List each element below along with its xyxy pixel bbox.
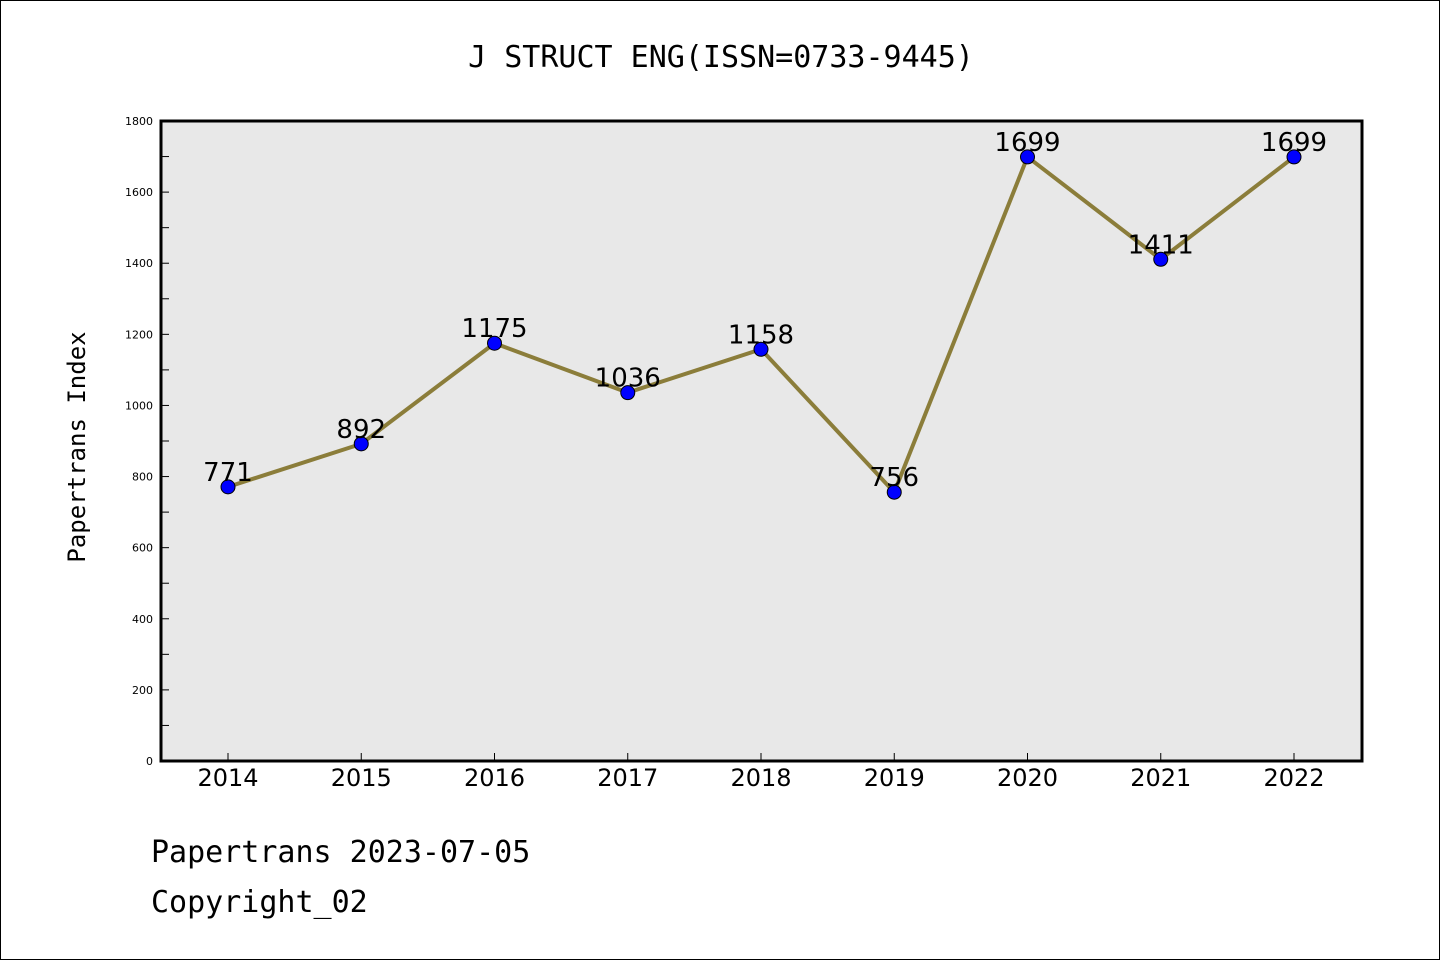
x-tick-label: 2019 [864, 764, 925, 792]
y-tick-label: 800 [132, 471, 153, 484]
y-tick-label: 1600 [125, 186, 153, 199]
y-tick-label: 400 [132, 613, 153, 626]
x-tick-label: 2020 [997, 764, 1058, 792]
data-label: 892 [336, 415, 386, 445]
y-tick-label: 200 [132, 684, 153, 697]
axis-ticks: 0 200 400 600 800 1000 1200 1400 1600 1800 2014 201… [125, 115, 1325, 792]
data-point [1286, 149, 1302, 165]
x-tick-label: 2022 [1263, 764, 1324, 792]
data-label: 756 [869, 463, 919, 493]
y-tick-label: 1400 [125, 257, 153, 270]
chart-title: J STRUCT ENG(ISSN=0733-9445) [468, 40, 974, 75]
data-point [1153, 251, 1169, 267]
x-tick-label: 2016 [464, 764, 525, 792]
x-tick-label: 2017 [597, 764, 658, 792]
data-label: 1036 [595, 364, 661, 394]
data-label: 1699 [994, 128, 1060, 158]
data-label: 1158 [728, 320, 794, 350]
footer-copyright: Copyright_02 [151, 885, 368, 920]
data-label: 1411 [1128, 230, 1194, 260]
data-point [220, 479, 236, 495]
y-tick-label: 1200 [125, 328, 153, 341]
data-point [886, 484, 902, 500]
data-point [620, 385, 636, 401]
data-label: 1175 [461, 314, 527, 344]
data-label: 1699 [1261, 128, 1327, 158]
data-labels: 771 892 1175 1036 1158 756 1699 1411 1699 [203, 128, 1327, 493]
data-point [753, 341, 769, 357]
x-tick-label: 2018 [730, 764, 791, 792]
y-tick-label: 600 [132, 542, 153, 555]
x-tick-label: 2015 [331, 764, 392, 792]
y-tick-label: 0 [146, 755, 153, 768]
data-point [1020, 149, 1035, 165]
data-label: 771 [203, 458, 253, 488]
x-tick-label: 2014 [197, 764, 258, 792]
y-axis-label: Papertrans Index [63, 331, 91, 562]
y-tick-label: 1000 [125, 399, 153, 412]
plot-border [159, 119, 1364, 763]
footer-source: Papertrans 2023-07-05 [151, 835, 531, 870]
series-layer [220, 149, 1302, 500]
x-tick-label: 2021 [1130, 764, 1191, 792]
data-point [353, 436, 369, 452]
y-tick-label: 1800 [125, 115, 153, 128]
data-point [487, 335, 502, 351]
